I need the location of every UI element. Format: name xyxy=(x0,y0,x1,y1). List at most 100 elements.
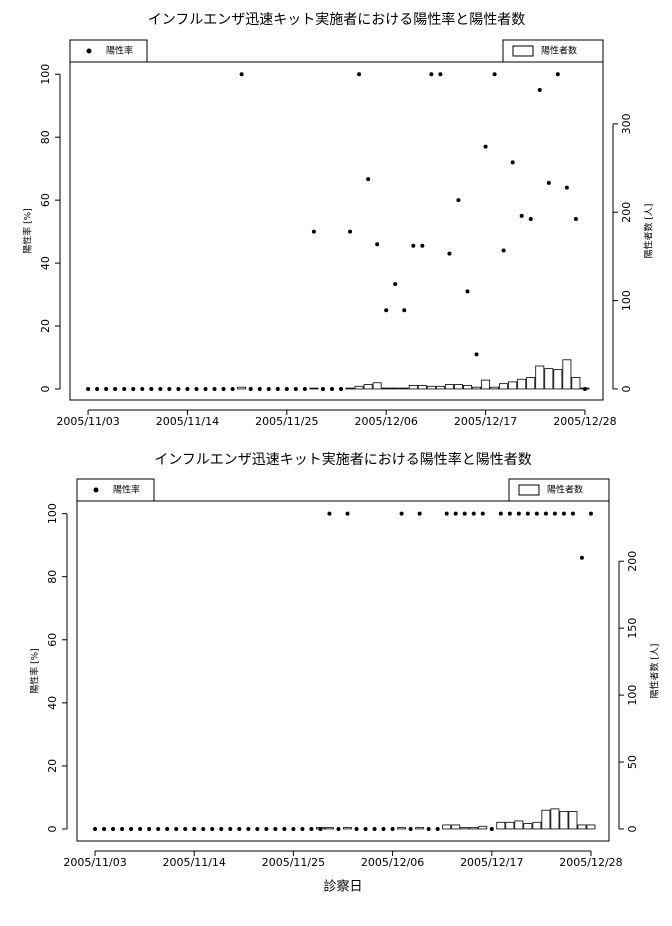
bar xyxy=(343,827,352,830)
x-tick-label: 2005/11/14 xyxy=(156,415,219,428)
bar xyxy=(559,811,569,830)
point xyxy=(516,511,521,516)
point xyxy=(147,827,152,832)
bar xyxy=(325,827,334,830)
point xyxy=(393,282,398,287)
y-tick-label: 60 xyxy=(46,633,59,647)
point xyxy=(354,827,359,832)
point xyxy=(339,386,344,391)
y2-tick-label: 100 xyxy=(620,290,633,311)
point xyxy=(573,217,578,222)
point xyxy=(183,827,188,832)
bar xyxy=(426,385,436,390)
y-tick-label: 80 xyxy=(46,570,59,584)
bar xyxy=(490,386,500,390)
point xyxy=(300,827,305,832)
point xyxy=(552,511,557,516)
point xyxy=(318,827,323,832)
y2-tick-label: 300 xyxy=(620,113,633,134)
point xyxy=(348,229,353,234)
y-tick-label: 40 xyxy=(46,696,59,710)
bar xyxy=(508,381,518,390)
y-tick-label: 100 xyxy=(46,503,59,524)
point xyxy=(426,827,431,832)
point xyxy=(255,827,260,832)
point xyxy=(570,511,575,516)
point xyxy=(447,251,452,256)
x-tick-label: 2005/12/28 xyxy=(559,856,622,869)
point xyxy=(129,827,134,832)
point xyxy=(582,386,587,391)
point xyxy=(507,511,512,516)
point xyxy=(302,386,307,391)
point xyxy=(345,511,350,516)
legend-swatch xyxy=(512,45,534,57)
point xyxy=(221,386,226,391)
bar xyxy=(442,824,452,830)
point xyxy=(167,386,172,391)
y2-tick-label: 150 xyxy=(626,618,639,639)
bar xyxy=(544,368,554,390)
bar xyxy=(435,385,445,390)
point xyxy=(417,511,422,516)
y2-axis-label: 陽性者数 [人] xyxy=(649,644,661,699)
bar xyxy=(496,821,506,830)
point xyxy=(525,511,530,516)
point xyxy=(375,242,380,247)
bar xyxy=(586,824,596,830)
bar xyxy=(397,827,407,830)
point xyxy=(201,827,206,832)
point xyxy=(320,386,325,391)
point xyxy=(185,386,190,391)
point xyxy=(327,511,332,516)
point xyxy=(372,827,377,832)
chart-title: インフルエンザ迅速キット実施者における陽性率と陽性者数 xyxy=(154,451,532,468)
bar xyxy=(451,824,461,830)
x-tick-label: 2005/11/03 xyxy=(56,415,119,428)
point xyxy=(408,827,413,832)
point xyxy=(534,511,539,516)
bar xyxy=(568,811,578,830)
bar xyxy=(444,384,454,390)
point xyxy=(293,386,298,391)
legend-marker xyxy=(86,48,92,54)
point xyxy=(257,386,262,391)
y-tick-label: 0 xyxy=(39,385,52,392)
point xyxy=(381,827,386,832)
point xyxy=(158,386,163,391)
plot-frame xyxy=(76,500,610,842)
point xyxy=(102,827,107,832)
bar xyxy=(526,377,536,390)
point xyxy=(444,511,449,516)
x-tick-label: 2005/12/06 xyxy=(361,856,424,869)
point xyxy=(588,511,593,516)
bar xyxy=(517,378,527,390)
y2-tick-label: 0 xyxy=(620,385,633,392)
bar xyxy=(514,820,524,830)
point xyxy=(111,827,116,832)
point xyxy=(131,386,136,391)
point xyxy=(239,72,244,77)
point xyxy=(246,827,251,832)
point xyxy=(489,827,494,832)
point xyxy=(519,213,524,218)
point xyxy=(93,827,98,832)
bar xyxy=(408,385,418,390)
point xyxy=(501,248,506,253)
bar xyxy=(499,383,509,390)
bar xyxy=(390,387,400,390)
point xyxy=(498,511,503,516)
chart-title: インフルエンザ迅速キット実施者における陽性率と陽性者数 xyxy=(148,11,526,28)
point xyxy=(546,180,551,185)
x-tick-label: 2005/12/17 xyxy=(460,856,523,869)
point xyxy=(462,511,467,516)
y2-tick-label: 100 xyxy=(626,685,639,706)
point xyxy=(284,386,289,391)
bar xyxy=(237,386,247,390)
point xyxy=(329,386,334,391)
point xyxy=(273,827,278,832)
x-tick-label: 2005/12/28 xyxy=(553,415,616,428)
point xyxy=(357,72,362,77)
point xyxy=(411,243,416,248)
